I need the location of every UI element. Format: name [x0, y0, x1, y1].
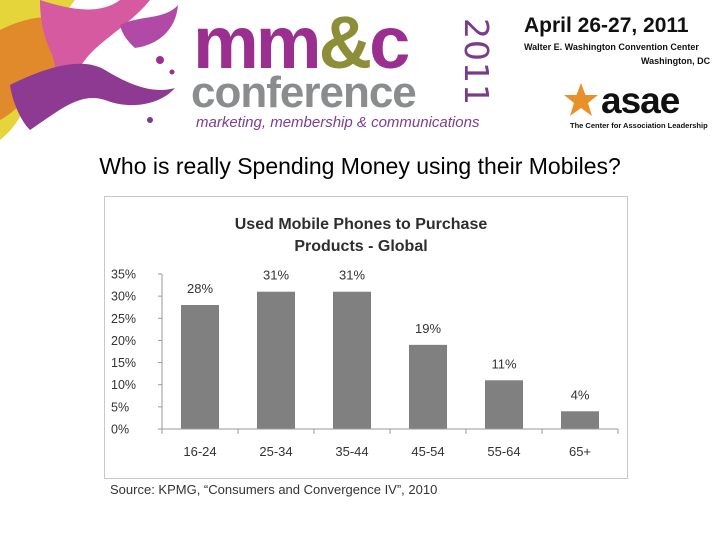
y-axis: 0% 5% 10% 15% 20% 25% 30% 35% — [111, 268, 163, 437]
x-tick-label: 25-34 — [259, 444, 292, 459]
logo-c-text: c — [369, 1, 410, 84]
bar-chart: Used Mobile Phones to Purchase Products … — [111, 216, 619, 459]
conference-logo-mmc: mm&c — [193, 6, 410, 80]
source-note: Source: KPMG, “Consumers and Convergence… — [110, 482, 438, 497]
slide-title: Who is really Spending Money using their… — [99, 153, 621, 179]
y-tick-label: 20% — [111, 334, 136, 348]
bar-25-34 — [257, 291, 295, 429]
asae-tagline: The Center for Association Leadership — [570, 121, 708, 130]
bar-value-label: 31% — [263, 268, 289, 283]
asae-star-icon — [564, 83, 598, 116]
event-venue: Walter E. Washington Convention Center — [524, 42, 699, 52]
bar-16-24 — [181, 305, 219, 429]
y-tick-label: 15% — [111, 356, 136, 370]
bar-35-44 — [333, 291, 371, 429]
logo-year: 2011 — [457, 18, 496, 106]
paint-splash-graphic — [0, 0, 178, 140]
x-axis: 16-24 25-34 35-44 45-54 55-64 65+ — [161, 428, 619, 459]
bar-value-label: 11% — [491, 356, 516, 371]
bar-value-label: 28% — [187, 281, 213, 296]
x-tick-label: 45-54 — [411, 444, 444, 459]
x-tick-label: 55-64 — [487, 444, 520, 459]
logo-conference-word: conference — [191, 68, 417, 117]
y-tick-label: 30% — [111, 290, 136, 304]
logo-ampersand: & — [318, 1, 372, 84]
bar-55-64 — [485, 380, 523, 429]
chart-title: Used Mobile Phones to Purchase — [235, 216, 488, 233]
bar-value-label: 19% — [415, 321, 441, 336]
y-tick-label: 5% — [111, 400, 129, 414]
chart-subtitle: Products - Global — [294, 238, 427, 255]
logo-tagline: marketing, membership & communications — [196, 114, 480, 131]
bars: 28% 31% 31% 19% 11% 4% — [181, 268, 599, 429]
x-tick-label: 16-24 — [183, 444, 216, 459]
conference-banner: mm&c 2011 conference marketing, membersh… — [0, 0, 720, 140]
y-tick-label: 25% — [111, 312, 136, 326]
logo-mm-text: mm — [193, 1, 322, 84]
x-tick-label: 65+ — [569, 444, 591, 459]
event-date: April 26-27, 2011 — [524, 14, 689, 37]
bar-value-label: 4% — [571, 387, 590, 402]
y-tick-label: 0% — [111, 423, 129, 437]
chart-container: Used Mobile Phones to Purchase Products … — [104, 196, 628, 479]
event-city: Washington, DC — [641, 56, 711, 66]
y-tick-label: 10% — [111, 378, 136, 392]
asae-logo: asae — [601, 80, 680, 121]
bar-65+ — [561, 411, 599, 429]
bar-45-54 — [409, 344, 447, 429]
x-tick-label: 35-44 — [335, 444, 368, 459]
y-tick-label: 35% — [111, 268, 136, 282]
bar-value-label: 31% — [339, 268, 365, 283]
